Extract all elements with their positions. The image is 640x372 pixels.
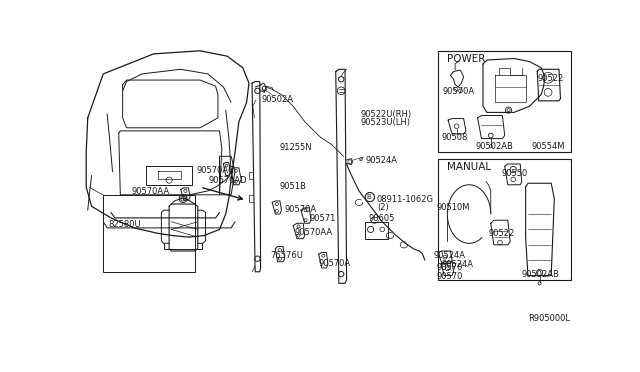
Text: MANUAL: MANUAL [447,163,491,173]
Text: 90570AA: 90570AA [294,228,333,237]
Text: 90524A: 90524A [433,251,465,260]
Text: (2): (2) [377,203,388,212]
Text: 90522U(RH): 90522U(RH) [360,110,412,119]
Text: 76576U: 76576U [271,251,303,260]
Text: 90554M: 90554M [531,142,564,151]
Bar [103,195,195,272]
Text: 90570: 90570 [436,263,463,272]
Text: 90502A: 90502A [261,95,293,104]
Text: 90570A: 90570A [319,259,351,268]
Text: 90570AA: 90570AA [131,187,169,196]
Text: 90570AC: 90570AC [196,166,234,175]
Text: 90524A: 90524A [441,260,473,269]
Text: 90570: 90570 [436,272,463,281]
Text: 90522: 90522 [537,74,563,83]
Text: POWER: POWER [447,54,485,64]
Bar [365,222,388,239]
Text: 90570A: 90570A [443,87,475,96]
Bar [438,158,572,280]
Text: 90510M: 90510M [436,203,470,212]
Text: 90523U(LH): 90523U(LH) [360,118,410,127]
Text: 90550: 90550 [502,169,528,179]
Text: 91255N: 91255N [280,143,312,152]
Text: 9051B: 9051B [280,182,307,191]
Text: 90508: 90508 [442,133,468,142]
Text: 90570AD: 90570AD [209,176,247,185]
Text: R905000L: R905000L [529,314,571,323]
Text: 90570A: 90570A [285,205,317,214]
Text: 90522: 90522 [488,230,515,238]
Text: 82580U: 82580U [108,220,141,229]
Text: ⌀: ⌀ [359,156,364,162]
Text: 90502AB: 90502AB [522,270,559,279]
Text: 90605: 90605 [368,214,395,223]
Text: 90571: 90571 [309,214,336,223]
Text: B: B [366,194,371,200]
Text: 08911-1062G: 08911-1062G [377,195,434,204]
Text: 90524A: 90524A [365,155,397,164]
Text: 90502AB: 90502AB [476,142,513,151]
Bar [438,51,572,153]
